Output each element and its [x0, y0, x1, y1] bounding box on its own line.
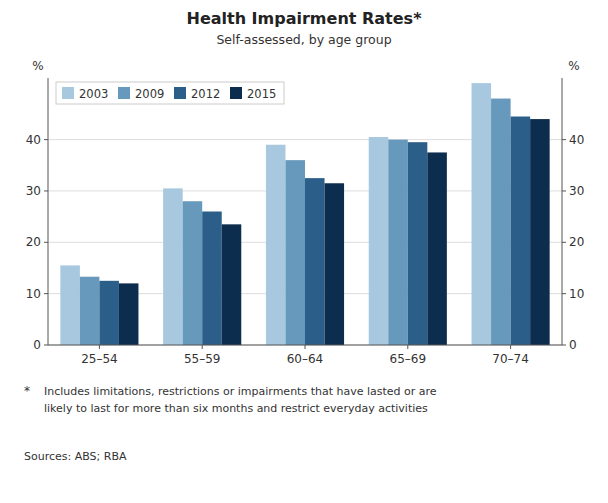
chart: Health Impairment Rates* Self-assessed, b…	[0, 0, 608, 503]
x-tick	[99, 345, 100, 349]
legend-label: 2009	[135, 87, 164, 101]
subtitle: Self-assessed, by age group	[216, 32, 391, 47]
y-tick	[44, 242, 48, 243]
bar	[99, 281, 119, 345]
y-axis-label: %	[32, 59, 43, 73]
x-tick	[510, 345, 511, 349]
footnote-line: likely to last for more than six months …	[44, 402, 428, 415]
legend: 2003 2009 2012 2015	[56, 82, 284, 104]
bar	[472, 83, 492, 345]
y2-tick-label: 20	[569, 235, 584, 249]
y-tick	[44, 345, 48, 346]
bar	[408, 142, 428, 345]
y2-tick-label: 40	[569, 133, 584, 147]
legend-label: 2003	[79, 87, 108, 101]
legend-swatch	[118, 87, 130, 99]
bar	[388, 140, 408, 345]
y-tick	[44, 190, 48, 191]
bar	[427, 152, 447, 345]
y2-tick-label: 30	[569, 184, 584, 198]
bar	[222, 224, 242, 345]
bar	[491, 99, 511, 345]
y2-tick-label: 0	[569, 338, 577, 352]
x-tick	[305, 345, 306, 349]
y2-tick	[562, 293, 566, 294]
bar	[530, 119, 550, 345]
footnote-marker: *	[24, 384, 30, 398]
legend-label: 2012	[191, 87, 220, 101]
bar	[163, 188, 183, 345]
x-tick-label: 70–74	[492, 352, 529, 366]
y-tick	[44, 293, 48, 294]
bar	[183, 201, 203, 345]
bar	[511, 117, 531, 345]
y2-tick	[562, 345, 566, 346]
x-tick-label: 65–69	[390, 352, 427, 366]
legend-frame	[56, 82, 284, 104]
bars	[60, 83, 549, 345]
x-tick	[202, 345, 203, 349]
footnote-line: Includes limitations, restrictions or im…	[44, 385, 437, 398]
bar	[325, 183, 345, 345]
y-tick-label: 10	[26, 287, 41, 301]
y2-axis-line	[562, 78, 563, 345]
y2-tick-label: 10	[569, 287, 584, 301]
x-tick	[407, 345, 408, 349]
y-tick-label: 40	[26, 133, 41, 147]
x-tick-label: 55–59	[184, 352, 221, 366]
y-axis-line	[48, 78, 49, 345]
bar	[285, 160, 305, 345]
bar	[60, 265, 80, 345]
legend-swatch	[174, 87, 186, 99]
bar	[80, 277, 100, 345]
legend-label: 2015	[247, 87, 276, 101]
y-tick-label: 0	[33, 338, 41, 352]
bar	[305, 178, 325, 345]
y-tick	[44, 139, 48, 140]
bar	[266, 145, 286, 345]
y-tick-label: 20	[26, 235, 41, 249]
y2-tick	[562, 190, 566, 191]
sources: Sources: ABS; RBA	[24, 450, 127, 463]
legend-swatch	[230, 87, 242, 99]
y2-axis-label: %	[568, 59, 579, 73]
x-tick-label: 25–54	[81, 352, 118, 366]
bar	[119, 283, 139, 345]
title: Health Impairment Rates*	[186, 9, 422, 28]
y-tick-label: 30	[26, 184, 41, 198]
x-tick-label: 60–64	[287, 352, 324, 366]
bar	[202, 212, 222, 346]
y2-tick	[562, 139, 566, 140]
footnote: Includes limitations, restrictions or im…	[44, 385, 437, 415]
bar	[369, 137, 389, 345]
legend-swatch	[62, 87, 74, 99]
y2-tick	[562, 242, 566, 243]
